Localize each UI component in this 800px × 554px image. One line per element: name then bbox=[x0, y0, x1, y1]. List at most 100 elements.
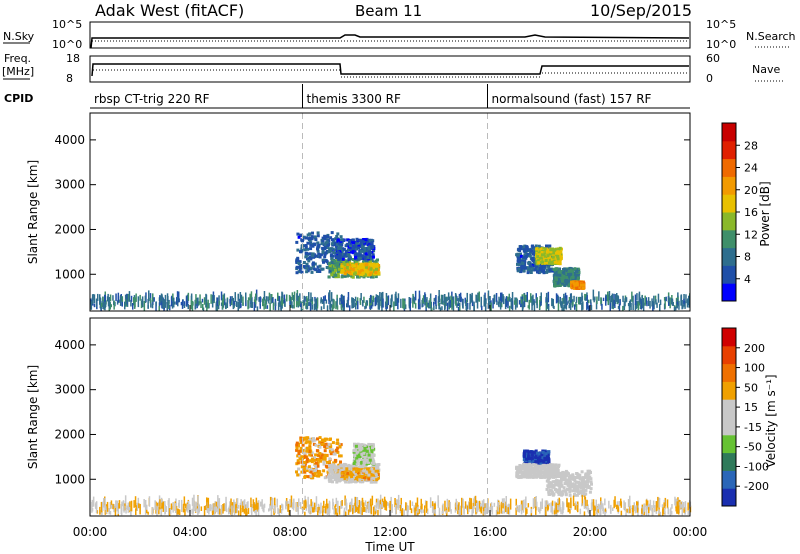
data-cell bbox=[372, 462, 376, 465]
data-cell bbox=[575, 493, 579, 497]
data-cell bbox=[550, 464, 554, 468]
data-cell bbox=[365, 305, 367, 309]
data-cell bbox=[616, 293, 618, 302]
data-cell bbox=[686, 299, 689, 308]
data-cell bbox=[447, 292, 450, 301]
data-cell bbox=[172, 293, 174, 301]
data-cell bbox=[535, 469, 539, 473]
data-cell bbox=[371, 473, 375, 477]
data-cell bbox=[353, 299, 355, 308]
data-cell bbox=[309, 474, 313, 478]
data-cell bbox=[326, 243, 330, 247]
data-cell bbox=[523, 253, 527, 257]
data-cell bbox=[303, 467, 307, 470]
data-cell bbox=[426, 302, 428, 308]
data-cell bbox=[325, 460, 329, 464]
data-cell bbox=[310, 292, 312, 302]
data-cell bbox=[524, 251, 528, 255]
data-cell bbox=[344, 249, 348, 253]
data-cell bbox=[458, 296, 461, 302]
data-cell bbox=[370, 467, 374, 471]
data-cell bbox=[338, 252, 342, 256]
data-cell bbox=[576, 273, 579, 277]
data-cell bbox=[333, 248, 337, 252]
data-cell bbox=[578, 296, 580, 305]
data-cell bbox=[90, 301, 93, 310]
data-cell bbox=[267, 296, 269, 302]
data-cell bbox=[671, 300, 674, 306]
data-cell bbox=[527, 454, 531, 458]
data-cell bbox=[546, 454, 550, 458]
data-cell bbox=[558, 489, 562, 493]
data-cell bbox=[305, 263, 309, 267]
data-cell bbox=[375, 502, 378, 509]
data-cell bbox=[568, 493, 572, 497]
data-cell bbox=[277, 292, 279, 301]
data-cell bbox=[545, 270, 549, 274]
freq-trace bbox=[91, 63, 689, 77]
data-cell bbox=[340, 295, 343, 302]
data-cell bbox=[332, 461, 336, 465]
data-cell bbox=[297, 270, 301, 274]
data-cell bbox=[561, 276, 565, 279]
data-cell bbox=[147, 511, 149, 515]
data-cell bbox=[215, 302, 218, 311]
data-cell bbox=[568, 477, 572, 480]
data-cell bbox=[155, 501, 157, 509]
data-cell bbox=[552, 268, 556, 272]
data-cell bbox=[548, 492, 552, 496]
data-cell bbox=[515, 475, 519, 479]
data-cell bbox=[330, 470, 334, 474]
data-cell bbox=[371, 476, 375, 480]
data-cell bbox=[374, 473, 378, 477]
data-cell bbox=[584, 473, 588, 477]
data-cell bbox=[362, 449, 366, 453]
data-cell bbox=[237, 301, 239, 311]
data-cell bbox=[130, 295, 133, 302]
data-cell bbox=[556, 466, 560, 470]
data-cell bbox=[336, 477, 339, 481]
data-cell bbox=[502, 294, 504, 302]
data-cell bbox=[581, 491, 585, 494]
data-cell bbox=[334, 263, 338, 267]
data-cell bbox=[312, 442, 316, 446]
data-cell bbox=[298, 449, 302, 453]
data-cell bbox=[307, 237, 311, 241]
data-cell bbox=[573, 267, 577, 271]
data-cell bbox=[321, 239, 325, 243]
data-cell bbox=[286, 294, 288, 302]
cpid-segment-label: normalsound (fast) 157 RF bbox=[492, 92, 652, 106]
data-cell bbox=[550, 257, 554, 261]
data-cell bbox=[312, 255, 315, 259]
data-cell bbox=[255, 289, 258, 301]
data-cell bbox=[318, 470, 322, 474]
data-cell bbox=[148, 290, 150, 301]
data-cell bbox=[327, 239, 331, 243]
data-cell bbox=[325, 454, 328, 458]
data-cell bbox=[636, 300, 638, 309]
data-cell bbox=[582, 283, 586, 287]
data-cell bbox=[110, 304, 112, 308]
data-cell bbox=[359, 298, 361, 303]
data-cell bbox=[554, 475, 558, 479]
data-cell bbox=[373, 477, 377, 481]
data-cell bbox=[562, 474, 566, 478]
data-cell bbox=[309, 470, 313, 474]
freq-panel: Freq. [MHz] 18 8 60 0 Nave bbox=[2, 52, 783, 85]
data-cell bbox=[311, 439, 315, 443]
data-cell bbox=[358, 454, 362, 458]
data-cell bbox=[369, 271, 373, 275]
data-cell bbox=[209, 504, 211, 512]
data-cell bbox=[676, 301, 678, 305]
data-cell bbox=[342, 467, 346, 471]
data-cell bbox=[133, 299, 136, 304]
data-cell bbox=[683, 298, 685, 305]
data-cell bbox=[349, 465, 353, 469]
data-cell bbox=[330, 231, 334, 235]
data-cell bbox=[363, 255, 367, 259]
data-cell bbox=[465, 302, 467, 306]
data-cell bbox=[308, 239, 312, 243]
data-cell bbox=[370, 241, 374, 245]
data-cell bbox=[545, 471, 549, 474]
data-cell bbox=[366, 467, 369, 471]
